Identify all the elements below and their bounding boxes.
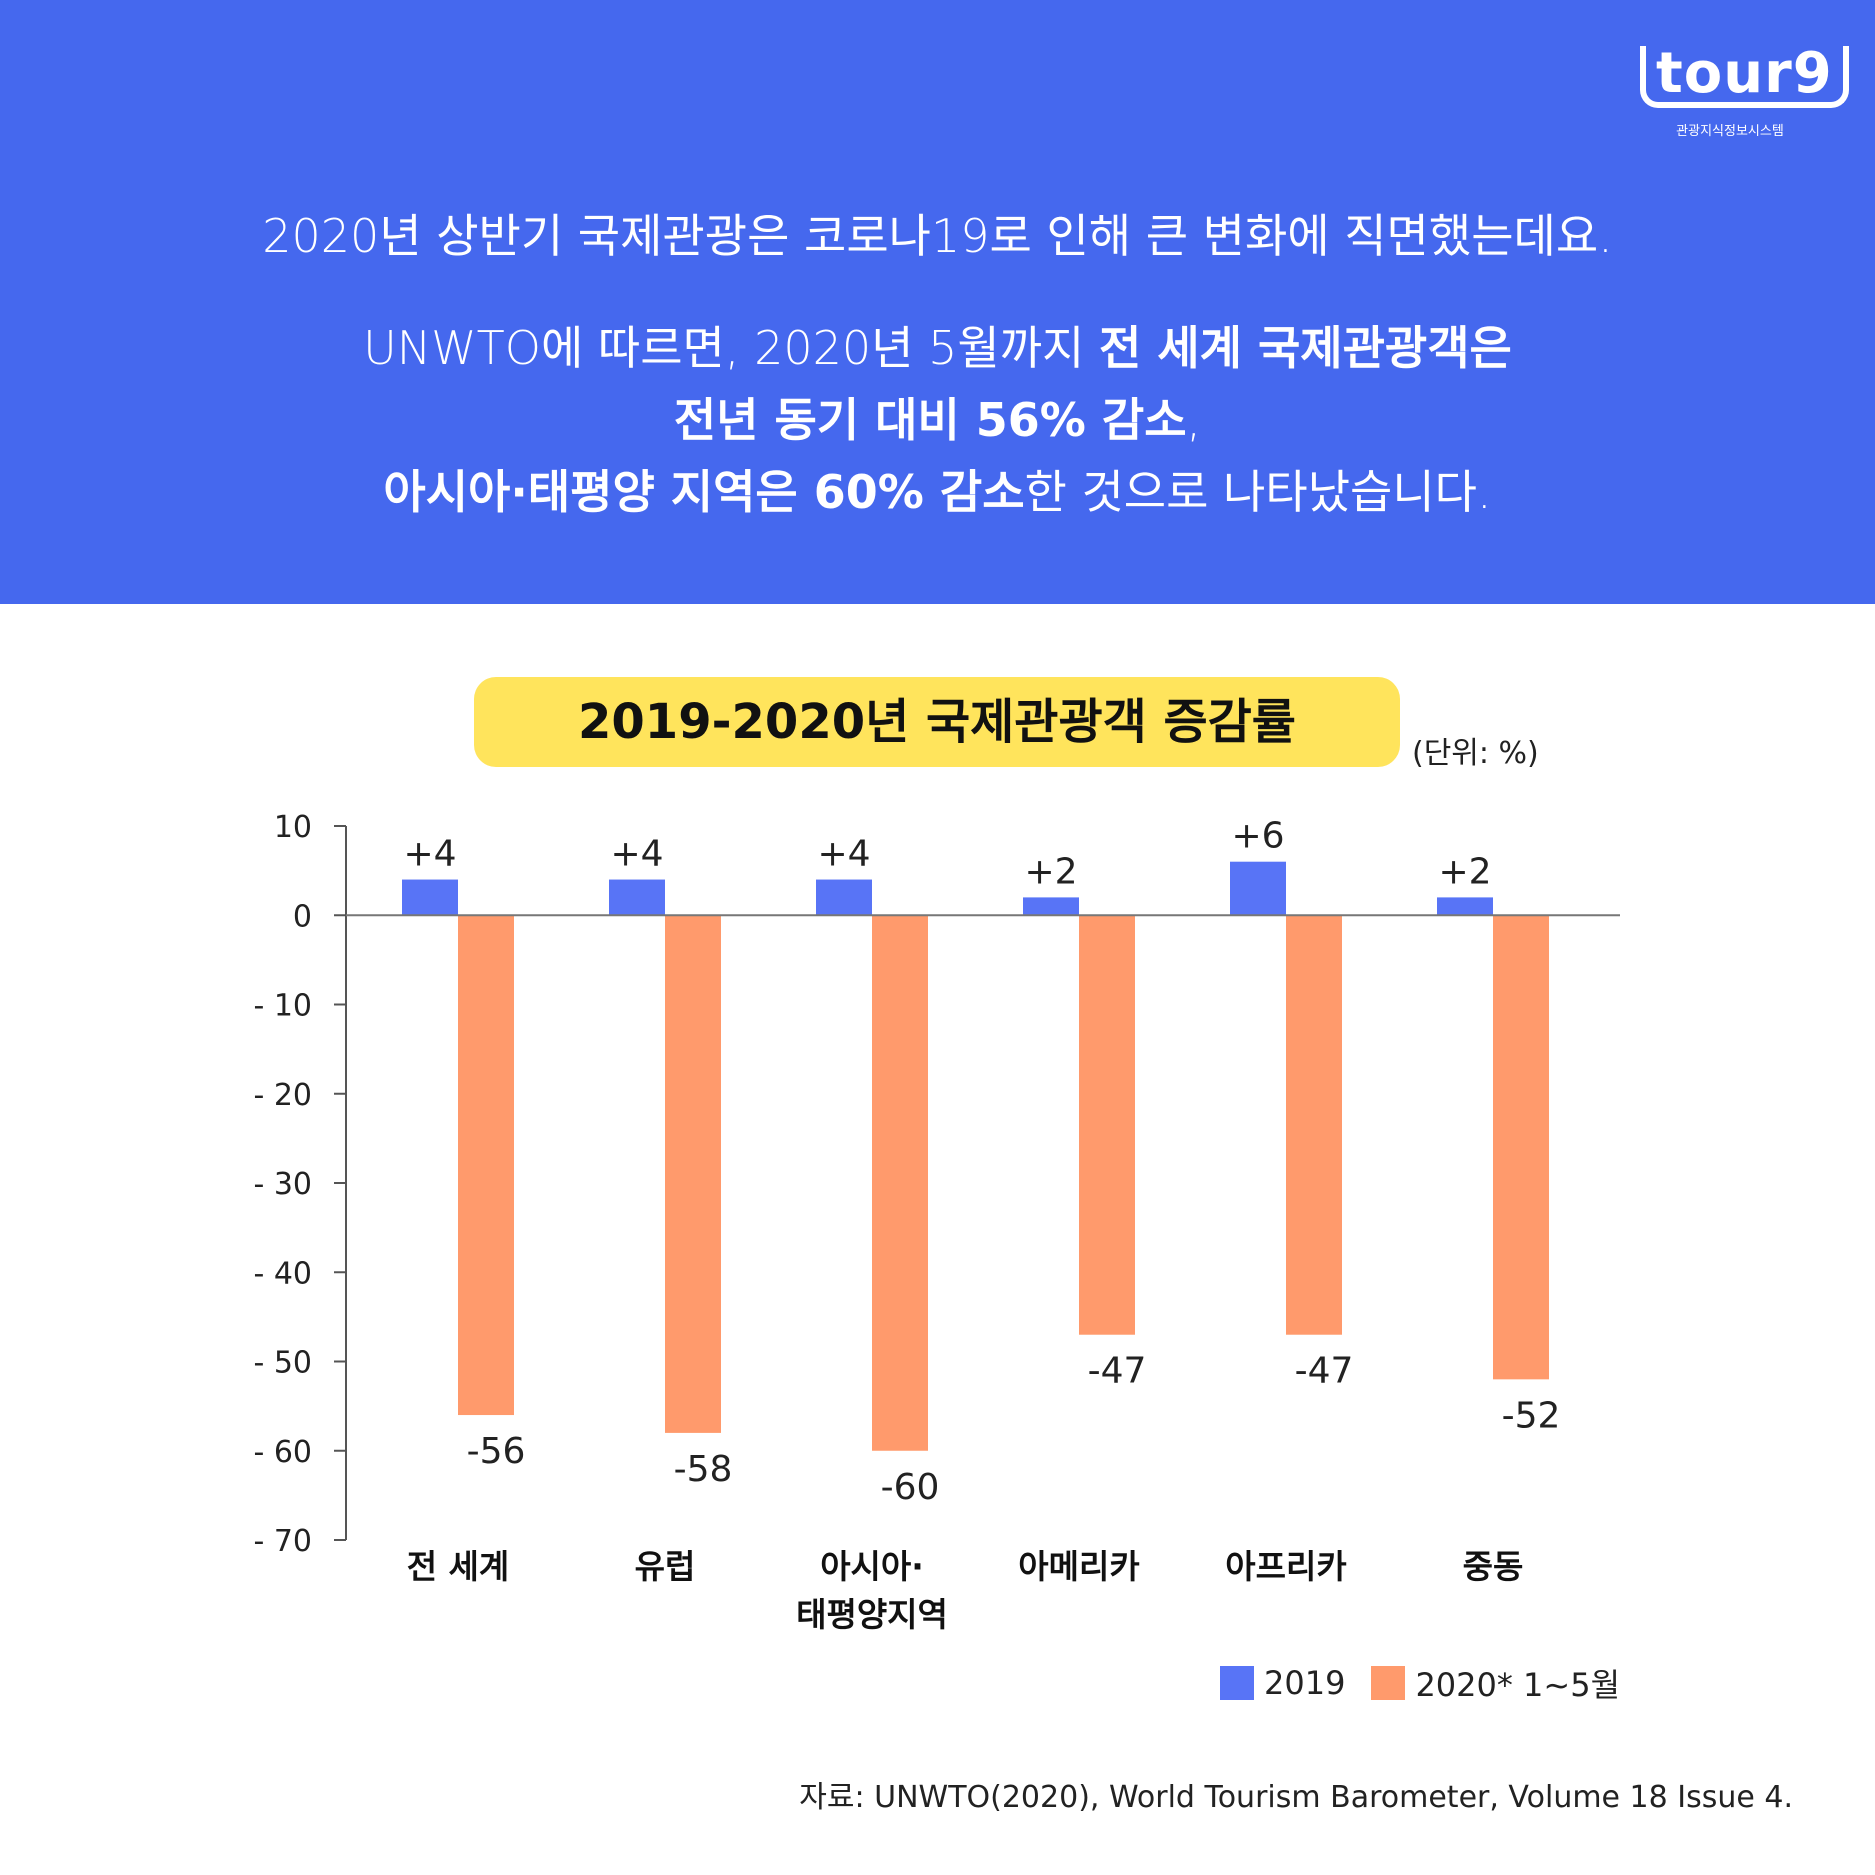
category-label: 아메리카 <box>1018 1547 1139 1586</box>
y-tick-label: - 20 <box>253 1078 312 1113</box>
bar-2020 <box>1286 915 1342 1335</box>
intro-highlight: 아시아·태평양 지역은 60% 감소 <box>383 465 1025 519</box>
category-label: 아시아· <box>820 1547 924 1586</box>
category-label: 태평양지역 <box>796 1595 948 1634</box>
data-label: -56 <box>467 1431 526 1472</box>
intro-text: 한 것으로 나타났습니다. <box>1024 465 1492 519</box>
logo-subtitle: 관광지식정보시스템 <box>1676 124 1784 139</box>
y-tick-label: - 30 <box>253 1167 312 1202</box>
header-banner: tour9 관광지식정보시스템 2020년 상반기 국제관광은 코로나19로 인… <box>0 0 1875 604</box>
y-tick-label: - 70 <box>253 1524 312 1559</box>
y-tick-label: - 40 <box>253 1256 312 1291</box>
data-label: +4 <box>610 834 663 875</box>
data-label: +4 <box>403 834 456 875</box>
intro-line-1: 2020년 상반기 국제관광은 코로나19로 인해 큰 변화에 직면했는데요. <box>262 209 1613 263</box>
logo-mark: tour9 <box>1640 46 1849 108</box>
bar-2020 <box>872 915 928 1451</box>
data-label: -47 <box>1088 1351 1147 1392</box>
y-tick-label: 10 <box>274 810 312 845</box>
chart-unit: (단위: %) <box>1412 736 1539 771</box>
data-label: +4 <box>817 834 870 875</box>
data-label: -58 <box>674 1449 733 1490</box>
bar-2019 <box>402 879 458 916</box>
y-tick-label: - 60 <box>253 1435 312 1470</box>
y-tick-label: - 50 <box>253 1346 312 1381</box>
data-label: -52 <box>1502 1395 1561 1436</box>
bar-2019 <box>816 879 872 916</box>
source-note: 자료: UNWTO(2020), World Tourism Barometer… <box>799 1780 1793 1815</box>
intro-line-2: UNWTO에 따르면, 2020년 5월까지 전 세계 국제관광객은 <box>0 312 1875 384</box>
bar-2020 <box>1079 915 1135 1335</box>
legend-label-2020: 2020* 1~5월 <box>1415 1666 1621 1704</box>
legend-label-2019: 2019 <box>1264 1664 1346 1702</box>
bar-2020 <box>458 915 514 1416</box>
category-label: 중동 <box>1463 1547 1524 1586</box>
tour9-logo: tour9 관광지식정보시스템 <box>1640 46 1849 139</box>
legend-swatch-2019 <box>1220 1666 1254 1700</box>
bar-2019 <box>1437 897 1493 916</box>
data-label: -60 <box>881 1467 940 1508</box>
data-label: +6 <box>1231 816 1284 857</box>
bar-2019 <box>1023 897 1079 916</box>
legend-swatch-2020 <box>1371 1666 1406 1700</box>
bar-2020 <box>1493 915 1549 1380</box>
intro-line-4: 아시아·태평양 지역은 60% 감소한 것으로 나타났습니다. <box>0 456 1875 528</box>
category-label: 아프리카 <box>1225 1547 1346 1586</box>
intro-text: , <box>1186 393 1202 447</box>
data-label: -47 <box>1295 1351 1354 1392</box>
intro-highlight: 전년 동기 대비 56% 감소 <box>673 393 1187 447</box>
legend: 2019 2020* 1~5월 <box>1220 1660 1646 1706</box>
bar-2019 <box>1230 861 1286 916</box>
intro-line-3: 전년 동기 대비 56% 감소, <box>0 384 1875 456</box>
bar-2020 <box>665 915 721 1433</box>
bar-2019 <box>609 879 665 916</box>
data-label: +2 <box>1024 851 1077 892</box>
category-label: 유럽 <box>635 1547 696 1586</box>
intro-text: UNWTO에 따르면, 2020년 5월까지 <box>363 321 1099 375</box>
y-tick-label: - 10 <box>253 989 312 1024</box>
data-label: +2 <box>1438 851 1491 892</box>
category-label: 전 세계 <box>407 1547 510 1586</box>
intro-highlight: 전 세계 국제관광객은 <box>1098 321 1512 375</box>
chart-title: 2019-2020년 국제관광객 증감률 <box>474 677 1400 767</box>
y-tick-label: 0 <box>293 899 312 934</box>
